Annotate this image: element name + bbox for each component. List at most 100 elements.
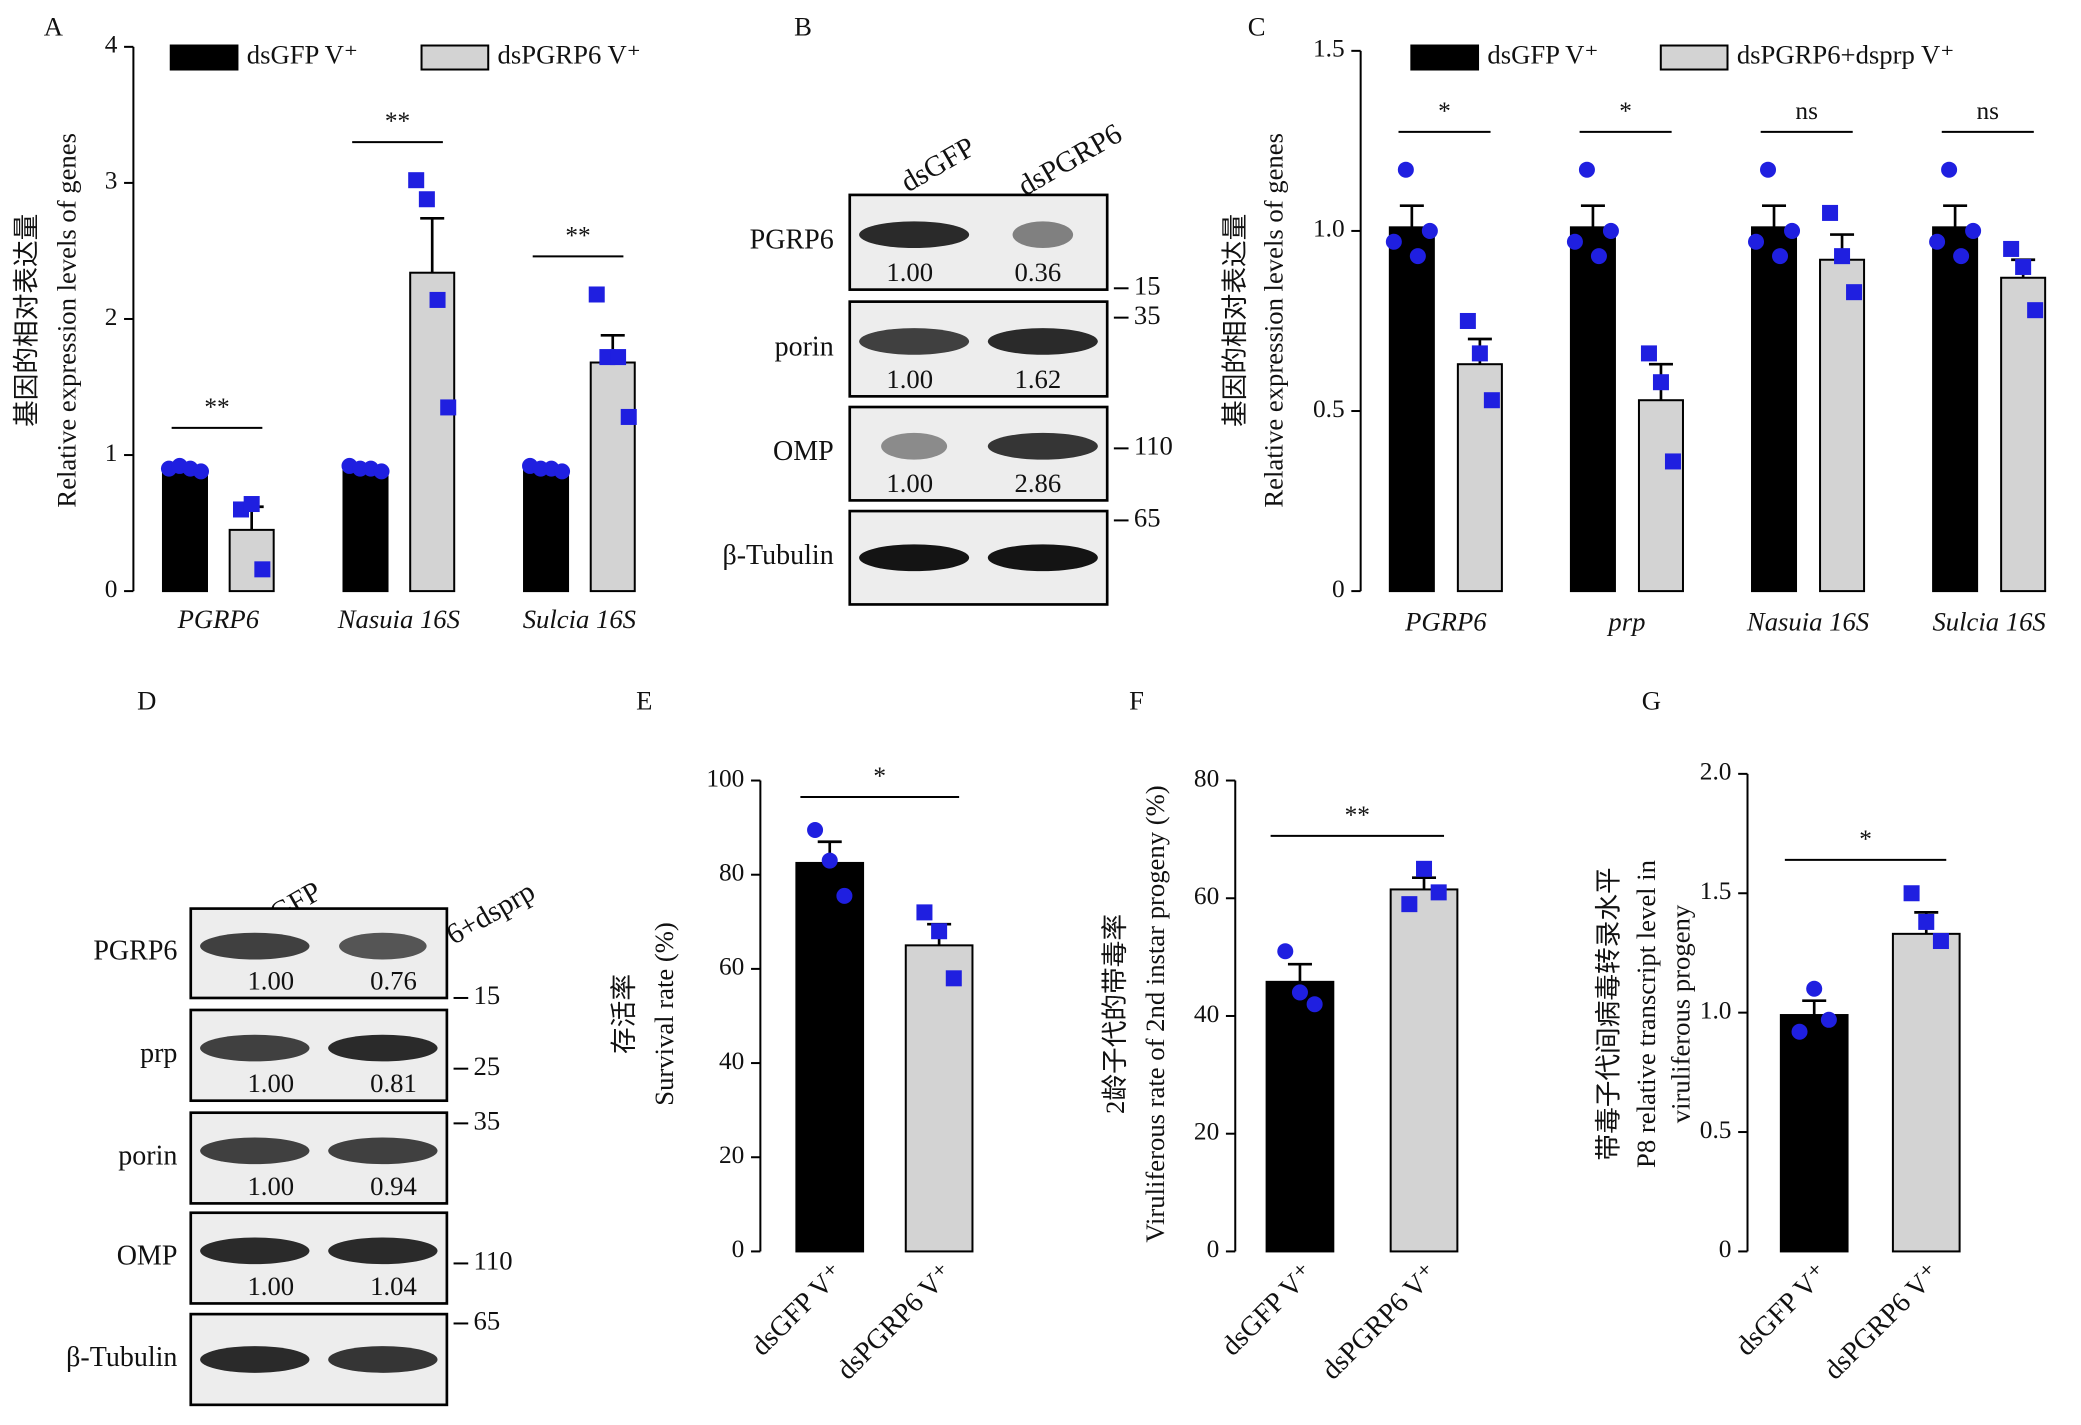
error-bar <box>1287 962 1312 982</box>
legend-swatch <box>420 44 490 71</box>
data-point <box>1834 248 1851 265</box>
error-bar <box>1412 876 1437 890</box>
data-point <box>408 172 425 189</box>
band <box>200 1346 310 1373</box>
bar <box>1891 932 1961 1253</box>
row-label: OMP <box>773 436 834 467</box>
y-tick-label: 80 <box>1194 764 1219 792</box>
data-point <box>1953 248 1970 265</box>
marker-label: 110 <box>474 1246 513 1276</box>
significance-label: * <box>1859 825 1872 853</box>
bar <box>409 271 456 593</box>
legend-swatch <box>169 44 239 71</box>
panel-label: A <box>44 12 64 42</box>
band <box>859 544 970 572</box>
data-point <box>1397 161 1414 178</box>
y-axis-label: Relative expression levels of genes <box>1259 133 1289 508</box>
panel-label: F <box>1129 685 1144 715</box>
x-tick-label: dsGFP V⁺ <box>745 1258 849 1362</box>
quant-label: 1.62 <box>1015 364 1062 394</box>
quant-label: 1.00 <box>886 364 933 394</box>
data-point <box>1471 345 1488 362</box>
data-point <box>1590 248 1607 265</box>
data-point <box>807 821 824 838</box>
legend-label: dsGFP V⁺ <box>247 40 358 70</box>
data-point <box>1822 204 1839 221</box>
data-point <box>1416 860 1433 877</box>
error-bar <box>1802 999 1827 1016</box>
row-label: β-Tubulin <box>722 540 833 571</box>
y-tick-label: 2 <box>105 303 118 331</box>
data-point <box>916 904 933 921</box>
x-tick-label: dsPGRP6 V⁺ <box>1316 1258 1444 1386</box>
quant-label: 1.00 <box>247 1068 294 1098</box>
data-point <box>1903 885 1920 902</box>
data-point <box>1929 233 1946 250</box>
quant-label: 0.81 <box>370 1068 417 1098</box>
bar <box>1456 363 1503 593</box>
error-bar <box>1399 204 1424 228</box>
data-point <box>1566 233 1583 250</box>
y-axis-label: 基因的相对表达量 <box>1220 214 1250 427</box>
panel-label: E <box>636 685 652 715</box>
data-point <box>620 408 637 425</box>
bar <box>342 467 389 593</box>
data-point <box>243 496 260 513</box>
data-point <box>1385 233 1402 250</box>
data-point <box>440 399 457 416</box>
x-tick-label: Sulcia 16S <box>1932 607 2045 637</box>
data-point <box>1483 392 1500 409</box>
y-tick-label: 1.5 <box>1700 877 1732 905</box>
row-label: PGRP6 <box>93 936 177 967</box>
bar <box>1389 888 1459 1253</box>
data-point <box>1306 996 1323 1013</box>
data-point <box>1277 943 1294 960</box>
y-tick-label: 0 <box>1719 1235 1732 1263</box>
y-axis-label: 带毒子代间病毒转录水平 <box>1594 867 1624 1160</box>
data-point <box>1409 248 1426 265</box>
quant-label: 2.86 <box>1015 468 1062 498</box>
quant-label: 1.00 <box>886 257 933 287</box>
band <box>1012 221 1074 249</box>
y-axis-label: 2龄子代的带毒率 <box>1100 914 1130 1114</box>
data-point <box>1941 161 1958 178</box>
panel-label: C <box>1248 12 1266 42</box>
y-tick-label: 100 <box>706 764 744 792</box>
bar <box>904 944 974 1253</box>
data-point <box>554 463 571 480</box>
row-label: porin <box>775 331 834 362</box>
error-bar <box>420 216 445 273</box>
bar <box>795 861 865 1253</box>
y-axis-label: 基因的相对表达量 <box>11 214 41 427</box>
quant-label: 0.76 <box>370 965 417 995</box>
error-bar <box>1762 204 1787 228</box>
data-point <box>610 349 627 366</box>
data-point <box>1748 233 1765 250</box>
bar <box>1819 258 1866 593</box>
data-point <box>1965 222 1982 239</box>
band <box>859 328 970 355</box>
y-tick-label: 80 <box>719 859 744 887</box>
band <box>328 1137 438 1165</box>
lane-label: dsPGRP6 <box>1013 118 1128 203</box>
band <box>987 432 1098 460</box>
data-point <box>1791 1023 1808 1040</box>
data-point <box>1578 161 1595 178</box>
quant-label: 0.94 <box>370 1171 417 1201</box>
panel-label: G <box>1642 685 1661 715</box>
band <box>200 932 310 960</box>
bar <box>2000 276 2047 593</box>
y-axis-label: Survival rate (%) <box>649 922 679 1106</box>
y-axis-label: Relative expression levels of genes <box>51 133 81 508</box>
row-label: OMP <box>117 1241 178 1272</box>
legend-swatch <box>1410 44 1480 71</box>
band <box>328 1346 438 1373</box>
data-point <box>836 887 853 904</box>
x-tick-label: Nasuia 16S <box>1746 607 1869 637</box>
y-tick-label: 60 <box>719 953 744 981</box>
data-point <box>2027 302 2044 319</box>
x-tick-label: dsGFP V⁺ <box>1216 1258 1320 1362</box>
quant-label: 1.00 <box>247 1271 294 1301</box>
data-point <box>945 970 962 987</box>
